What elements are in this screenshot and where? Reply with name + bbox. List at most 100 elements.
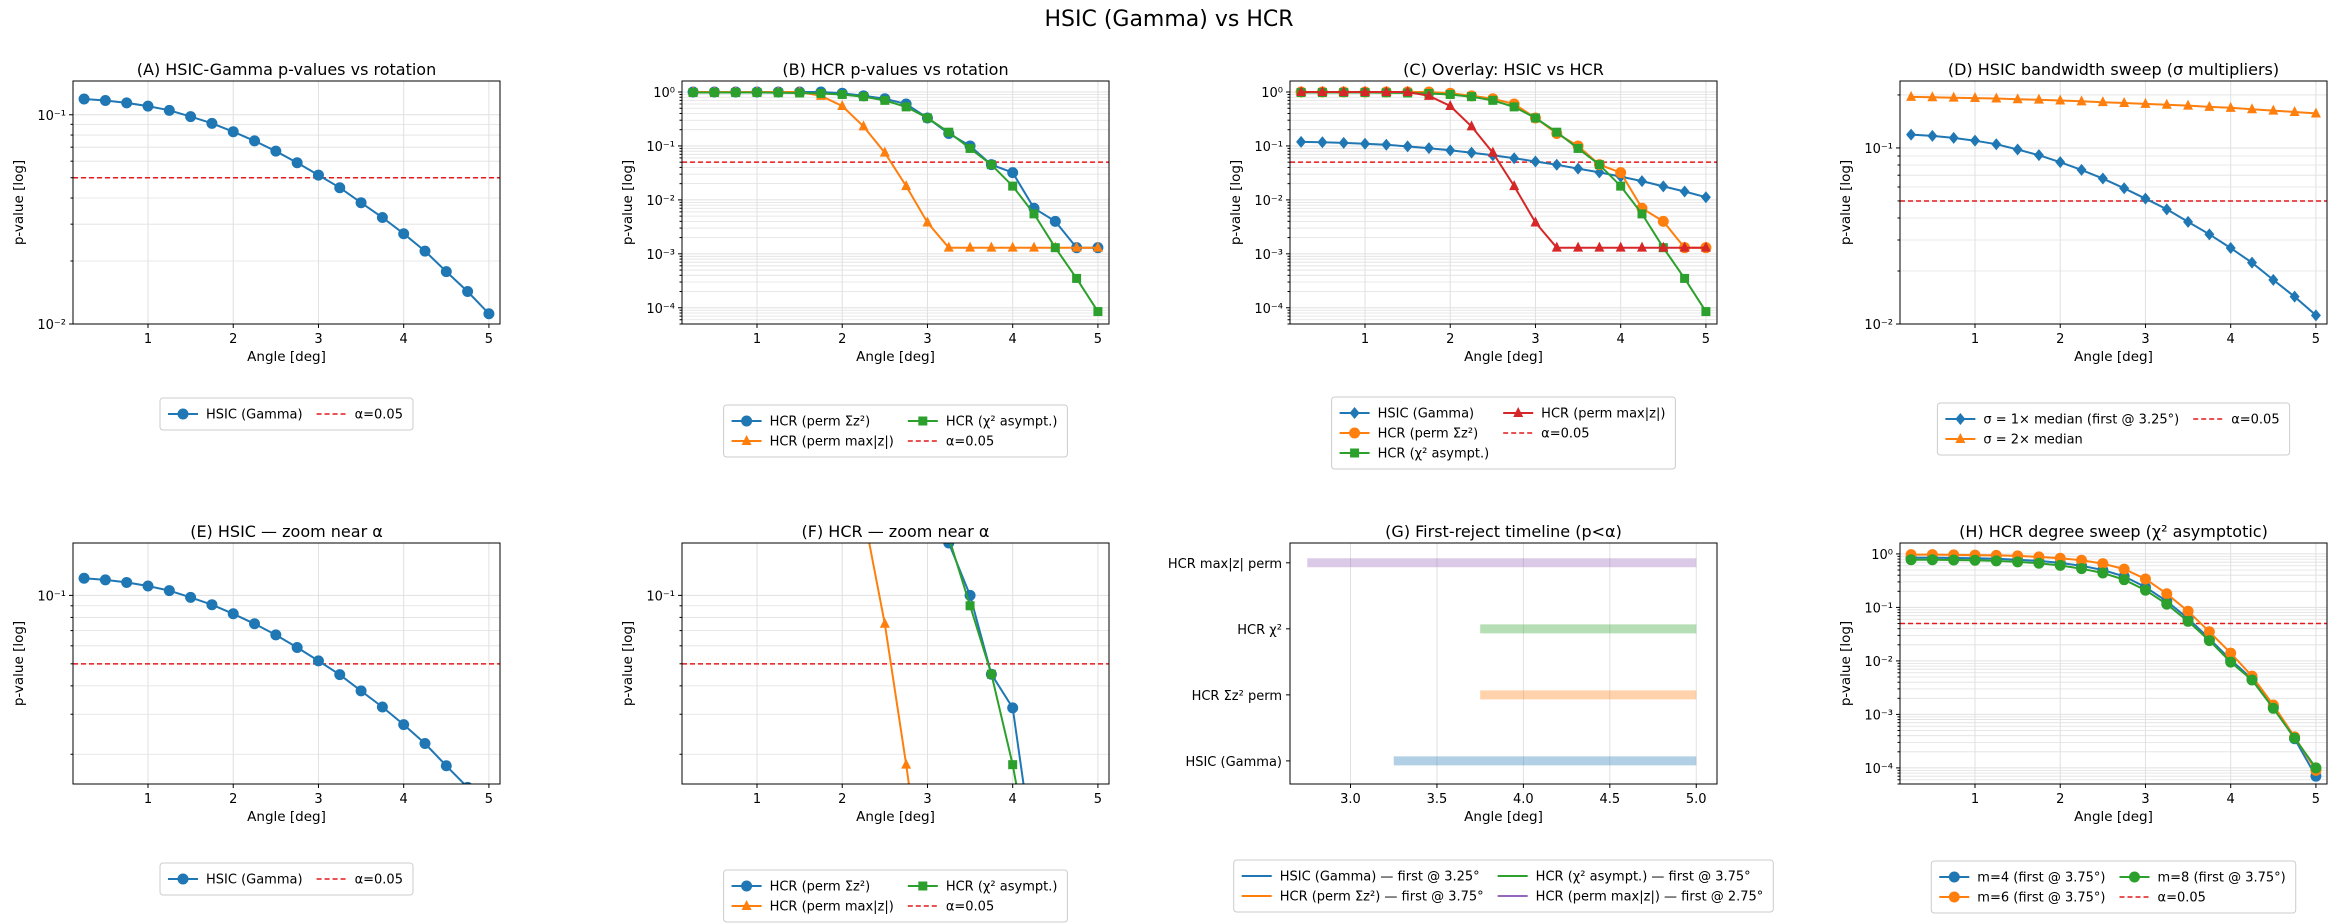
series-line-1 [1911,95,2316,115]
data-point [752,87,762,97]
legend-handle-marker [1349,427,1361,439]
data-point [2140,192,2151,205]
data-point [1658,180,1669,193]
data-point [398,228,410,240]
data-point [185,591,197,603]
x-tick-label: 5 [1702,332,1710,347]
data-point [688,87,698,97]
data-point [2139,584,2151,596]
legend-C: HSIC (Gamma) HCR (perm Σz²) HCR (χ² asympt… [1331,396,1676,470]
legend-frame [1930,860,2297,914]
data-point [2225,656,2237,668]
legend-frame [1233,859,1774,913]
data-point [1092,241,1103,252]
data-point [709,87,719,97]
x-axis-label: Angle [deg] [1464,809,1543,825]
legend-G: HSIC (Gamma) — first @ 3.25° HCR (perm Σz… [1233,859,1774,913]
y-tick-label: 10⁻¹ [37,109,66,124]
data-point [1008,760,1018,770]
y-tick-label: 10⁻² [1254,194,1283,209]
x-tick-label: 2 [838,792,846,807]
data-point [1007,167,1019,179]
data-point [859,507,869,517]
y-tick-label: 10⁻² [646,194,675,209]
data-point [1007,702,1019,714]
data-point [121,97,133,109]
data-point [270,629,282,641]
legend-label: HCR (perm Σz²) [1378,427,1479,442]
legend-label: HSIC (Gamma) [206,408,303,423]
data-point [1701,307,1711,317]
data-point [2033,93,2044,104]
data-point [2268,273,2279,286]
data-point [1338,86,1349,97]
legend-handle-marker [1350,448,1360,458]
data-point [2033,557,2045,569]
data-point [2118,574,2130,586]
data-point [2012,143,2023,156]
x-tick-label: 1 [753,792,761,807]
series-line-0 [947,543,1025,784]
y-tick-label: HCR χ² [1237,623,1282,638]
series-line-1 [868,543,910,784]
legend-frame [159,397,414,431]
legend-handle-marker [1513,407,1524,417]
data-point [2097,567,2109,579]
data-point [879,146,890,157]
data-point [1616,181,1626,191]
data-point [1551,241,1562,252]
data-point [1296,135,1307,148]
data-point [1381,138,1392,151]
data-point [2182,605,2194,617]
data-point [1948,554,1960,566]
data-point [858,120,869,131]
x-tick-label: 3 [923,792,931,807]
data-point [2139,573,2151,585]
x-axis-label: Angle [deg] [2074,809,2153,825]
data-point [376,211,388,223]
data-point [1423,89,1434,100]
legend-label: HCR (perm max|z|) — first @ 2.75° [1536,890,1764,905]
x-tick-label: 4 [2227,332,2235,347]
data-point [1071,241,1082,252]
panel-title: (C) Overlay: HSIC vs HCR [1403,60,1604,79]
y-tick-label: 10⁰ [653,86,675,101]
x-tick-label: 5 [1094,792,1102,807]
y-tick-label: 10⁻¹ [1864,601,1893,616]
x-tick-label: 4 [1617,332,1625,347]
data-point [1615,241,1626,252]
x-tick-label: 5.0 [1686,792,1707,807]
y-axis-label: p-value [log] [11,621,27,706]
data-point [1050,243,1060,253]
data-point [2076,163,2087,176]
x-tick-label: 1 [144,332,152,347]
data-point [1927,91,1938,102]
y-tick-label: HCR Σz² perm [1192,689,1282,704]
data-point [1466,120,1477,131]
data-point [2183,215,2194,228]
y-tick-label: 10⁻¹ [646,140,675,155]
data-point [1636,241,1647,252]
data-point [440,760,452,772]
data-point [355,685,367,697]
data-point [227,608,239,620]
data-point [1969,554,1981,566]
x-axis-label: Angle [deg] [856,349,935,365]
data-point [922,113,932,123]
data-point [1552,127,1562,137]
data-point [334,182,346,194]
data-point [859,92,869,102]
x-tick-label: 2 [1446,332,1454,347]
x-tick-label: 2 [838,332,846,347]
data-point [1636,175,1647,188]
grid [1900,543,2327,785]
data-point [1530,113,1540,123]
data-point [2161,203,2172,216]
data-point [2310,762,2322,774]
panel-E: 1 2 3 4 5 10⁻¹ (E) HSIC — zoom near α Angle [de… [11,522,501,825]
data-point [2161,98,2172,109]
x-tick-label: 4 [1009,332,1017,347]
data-point [1509,102,1519,112]
legend-frame [1936,402,2291,456]
